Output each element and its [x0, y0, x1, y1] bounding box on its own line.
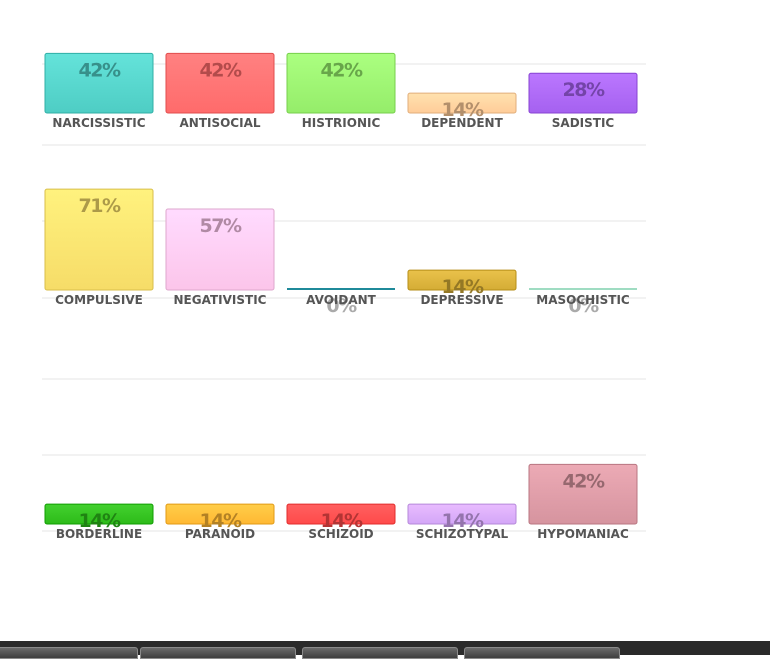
bar-value-label: 42%: [321, 59, 363, 81]
bar-negativistic: [165, 208, 275, 291]
category-label: BORDERLINE: [56, 527, 142, 541]
bar-antisocial: [165, 52, 275, 114]
taskbar-button[interactable]: [302, 647, 458, 659]
bars-layer: 42% NARCISSISTIC 42% ANTISOCIAL 42% HISTRIONI…: [44, 52, 638, 541]
taskbar-button[interactable]: [0, 647, 138, 659]
category-label: HYPOMANIAC: [537, 527, 629, 541]
category-label: NARCISSISTIC: [52, 116, 145, 130]
bar-value-label: 0%: [326, 295, 357, 317]
bar-value-label: 71%: [79, 195, 121, 217]
bar-borderline: [44, 503, 154, 525]
bar-value-label: 14%: [442, 99, 484, 121]
category-label: SCHIZOID: [308, 527, 373, 541]
bar-narcissistic: [44, 52, 154, 114]
category-label: MASOCHISTIC: [536, 293, 630, 307]
taskbar-button[interactable]: [140, 647, 296, 659]
bar-value-label: 42%: [200, 59, 242, 81]
bar-value-label: 14%: [79, 510, 121, 532]
bar-value-label: 28%: [563, 79, 605, 101]
bar-compulsive: [44, 188, 154, 291]
category-label: ANTISOCIAL: [179, 116, 260, 130]
category-label: HISTRIONIC: [302, 116, 381, 130]
bar-depressive: [407, 269, 517, 291]
bar-value-label: 42%: [563, 470, 605, 492]
bar-schizotypal: [407, 503, 517, 525]
bar-histrionic: [286, 52, 396, 114]
bar-value-label: 14%: [321, 510, 363, 532]
bar-value-label: 14%: [442, 276, 484, 298]
category-label: NEGATIVISTIC: [174, 293, 267, 307]
bar-dependent: [407, 92, 517, 114]
taskbar: [0, 641, 770, 659]
category-label: COMPULSIVE: [55, 293, 143, 307]
taskbar-button[interactable]: [464, 647, 620, 659]
bar-value-label: 0%: [568, 295, 599, 317]
bar-avoidant: [287, 288, 395, 290]
category-label: SADISTIC: [552, 116, 615, 130]
bar-value-label: 42%: [79, 59, 121, 81]
category-label: DEPENDENT: [421, 116, 503, 130]
category-label: DEPRESSIVE: [420, 293, 503, 307]
category-label: AVOIDANT: [306, 293, 377, 307]
bar-paranoid: [165, 503, 275, 525]
category-label: SCHIZOTYPAL: [416, 527, 509, 541]
bar-value-label: 14%: [200, 510, 242, 532]
bar-value-label: 57%: [200, 215, 242, 237]
bar-value-label: 14%: [442, 510, 484, 532]
bar-hypomaniac: [528, 463, 638, 525]
bar-sadistic: [528, 72, 638, 114]
bar-schizoid: [286, 503, 396, 525]
category-label: PARANOID: [185, 527, 255, 541]
bar-masochistic: [529, 288, 637, 290]
